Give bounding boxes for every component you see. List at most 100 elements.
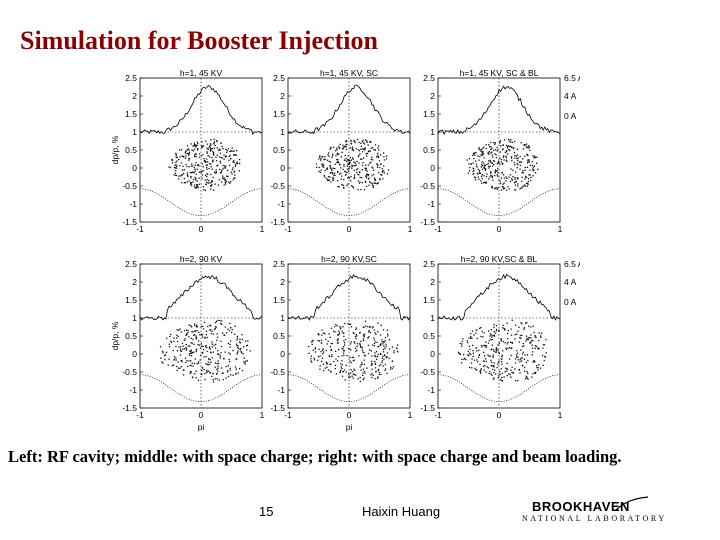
particle [201, 369, 203, 372]
particle [461, 343, 463, 345]
particle [468, 170, 471, 172]
particle [397, 344, 399, 346]
particle [482, 365, 485, 367]
particle [491, 365, 493, 367]
particle [509, 180, 511, 183]
particle [482, 162, 485, 164]
y-tick-label: 1 [430, 313, 435, 323]
particle [190, 360, 192, 362]
particle [336, 147, 338, 149]
particle [483, 351, 485, 353]
particle [177, 361, 179, 363]
particle [176, 350, 178, 352]
particle [349, 356, 351, 359]
particle [516, 167, 518, 169]
particle [311, 343, 313, 346]
particle [491, 361, 493, 364]
particle [358, 182, 361, 184]
particle [490, 334, 492, 336]
particle [172, 364, 175, 366]
particle [227, 169, 229, 172]
particle [356, 345, 358, 347]
particle [339, 163, 341, 166]
particle [206, 336, 208, 339]
particle [195, 179, 197, 181]
particle [361, 140, 363, 143]
particle [239, 338, 241, 340]
particle [480, 180, 482, 182]
particle [234, 164, 237, 166]
particle [230, 171, 232, 173]
particle [348, 372, 350, 374]
particle [200, 326, 202, 328]
particle [188, 166, 190, 168]
particle [329, 355, 331, 358]
particle [318, 158, 320, 160]
particle [237, 345, 239, 347]
particle [342, 144, 344, 146]
y-tick-label: 2 [132, 277, 137, 287]
particle [199, 334, 201, 336]
particle [207, 155, 209, 157]
particle [514, 338, 516, 340]
particle [495, 347, 497, 349]
particle [352, 158, 354, 160]
particle [206, 168, 208, 170]
particle [501, 363, 503, 365]
particle [485, 181, 487, 183]
particle [388, 339, 391, 341]
particle [168, 343, 170, 345]
particle [518, 161, 520, 163]
particle [235, 154, 238, 156]
particle [392, 366, 395, 368]
particle [341, 148, 344, 150]
particle [462, 338, 464, 340]
particle [386, 155, 388, 157]
particle [524, 144, 527, 146]
particle [191, 362, 193, 364]
particle [334, 368, 336, 370]
particle [322, 163, 324, 165]
particle [233, 160, 235, 162]
particle [350, 369, 352, 371]
particle [369, 349, 371, 351]
particle [338, 186, 340, 188]
particle [509, 141, 512, 143]
particle [376, 166, 379, 168]
particle [493, 163, 495, 166]
particle [480, 368, 482, 370]
particle [349, 162, 351, 165]
particle [321, 164, 323, 166]
particle [235, 372, 237, 375]
particle [540, 336, 542, 338]
particle [527, 378, 529, 380]
particle [337, 340, 339, 342]
particle [342, 352, 345, 354]
particle [356, 343, 359, 345]
particle [361, 182, 363, 184]
particle [331, 172, 333, 174]
particle [190, 337, 192, 340]
particle [190, 365, 192, 367]
particle [508, 373, 510, 375]
particle [347, 347, 350, 350]
particle [528, 174, 530, 176]
particle [202, 325, 204, 327]
particle [329, 148, 331, 150]
particle [211, 343, 213, 345]
particle [219, 149, 221, 151]
particle [175, 154, 177, 157]
particle [330, 181, 332, 183]
particle [236, 346, 239, 349]
particle [341, 355, 343, 357]
particle [374, 144, 377, 146]
particle [196, 184, 198, 187]
particle [210, 148, 212, 150]
particle [326, 168, 328, 170]
particle [500, 338, 502, 341]
particle [353, 368, 355, 370]
particle [457, 351, 460, 353]
simulation-figure: h=1, 45 KV 2.5 2 1.5 1 0.5 0 -0.5 -1 -1.5 -1 0 1 dp/p… [110, 68, 580, 442]
particle [516, 177, 518, 179]
particle [332, 146, 335, 148]
